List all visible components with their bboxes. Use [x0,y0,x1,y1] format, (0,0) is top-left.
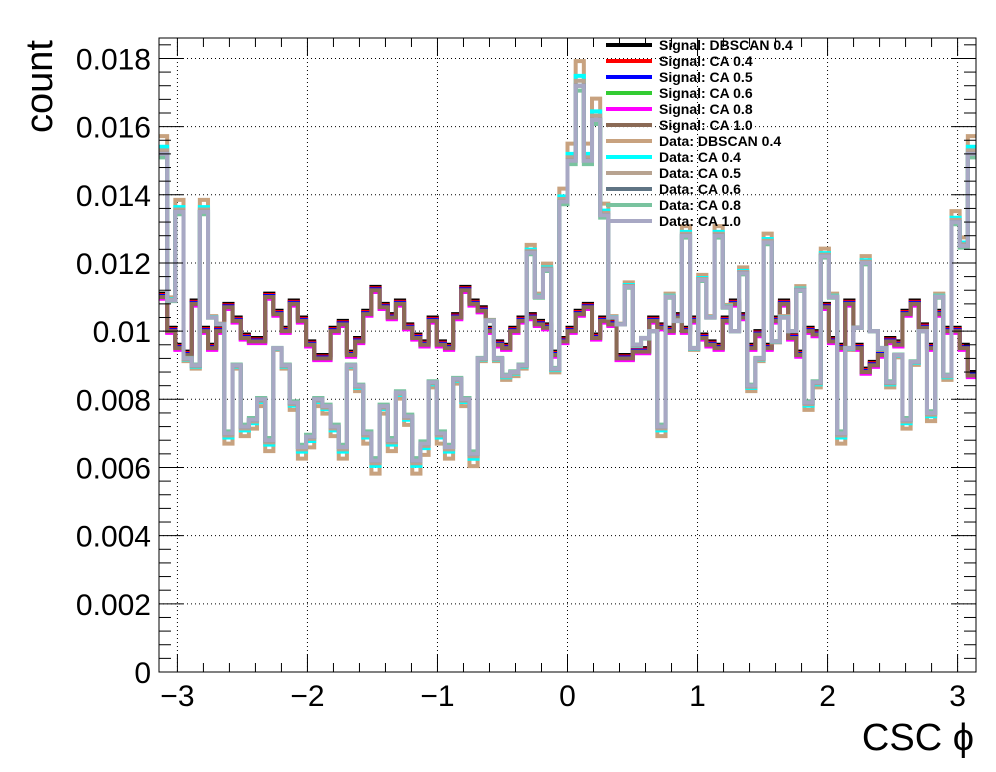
y-tick-label: 0.002 [76,589,151,622]
y-tick-label: 0.014 [76,180,151,213]
legend-label: Data: CA 0.4 [659,149,741,165]
x-tick-label: 0 [559,680,576,713]
legend-label: Data: CA 0.8 [659,197,741,213]
y-axis-title: count [19,40,61,133]
legend-label: Data: CA 0.6 [659,181,741,197]
y-tick-label: 0.016 [76,112,151,145]
tick-labels: −3 −2 −1 0 1 2 3 0 0.002 0.004 0.006 0.008 0.01 0.012… [76,43,966,713]
series-line [159,83,976,463]
x-axis-title: CSC ϕ [862,717,974,759]
histogram-series [159,59,976,476]
y-tick-label: 0.006 [76,452,151,485]
legend-label: Data: CA 1.0 [659,213,741,229]
legend-label: Signal: CA 0.5 [659,69,753,85]
legend-label: Data: DBSCAN 0.4 [659,133,781,149]
legend-label: Data: CA 0.5 [659,165,741,181]
y-tick-label: 0.004 [76,521,151,554]
x-tick-label: 1 [689,680,706,713]
x-tick-label: −2 [290,680,324,713]
legend-label: Signal: CA 0.4 [659,53,753,69]
y-tick-label: 0.018 [76,43,151,76]
legend-label: Signal: CA 0.8 [659,101,753,117]
x-tick-label: −3 [160,680,194,713]
legend-label: Signal: DBSCAN 0.4 [659,37,793,53]
axis-ticks [159,38,976,673]
y-tick-label: 0.01 [93,316,151,349]
legend-label: Signal: CA 0.6 [659,85,753,101]
x-tick-label: 2 [819,680,836,713]
x-tick-label: 3 [949,680,966,713]
legend-label: Signal: CA 1.0 [659,117,753,133]
y-tick-label: 0 [134,657,151,690]
x-tick-label: −1 [420,680,454,713]
y-tick-label: 0.012 [76,248,151,281]
series-line [159,59,976,476]
y-tick-label: 0.008 [76,384,151,417]
